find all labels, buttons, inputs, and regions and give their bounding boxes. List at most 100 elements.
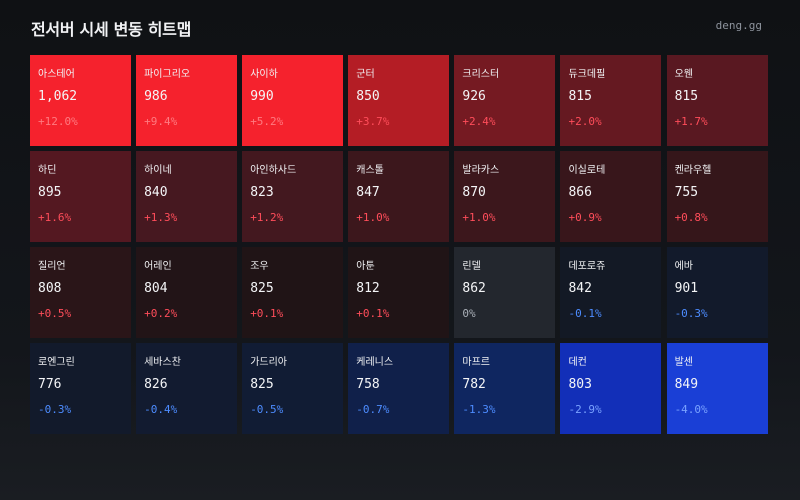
server-price: 758 (356, 377, 380, 392)
server-name: 파이그리오 (144, 69, 191, 80)
heatmap-cell[interactable]: 하이네 840 +1.3% (136, 151, 238, 242)
server-name: 린델 (462, 261, 481, 272)
price-change: -0.4% (144, 403, 178, 416)
heatmap-cell[interactable]: 아툰 812 +0.1% (348, 247, 450, 338)
server-name: 질리언 (38, 261, 66, 272)
heatmap-cell[interactable]: 로엔그린 776 -0.3% (30, 343, 131, 434)
price-change: +0.1% (356, 307, 390, 320)
heatmap-cell[interactable]: 발센 849 -4.0% (666, 343, 768, 434)
server-price: 842 (568, 281, 592, 296)
server-price: 895 (38, 185, 62, 200)
server-price: 840 (144, 185, 168, 200)
server-price: 815 (568, 89, 592, 104)
price-change: 0% (462, 307, 476, 320)
server-name: 발센 (674, 357, 693, 368)
server-price: 1,062 (38, 89, 78, 104)
server-price: 755 (674, 185, 699, 200)
heatmap-cell[interactable]: 데포로쥬 842 -0.1% (560, 247, 662, 338)
price-change: -0.7% (356, 403, 390, 416)
page-title: 전서버 시세 변동 히트맵 (31, 20, 192, 39)
heatmap-cell[interactable]: 세바스찬 826 -0.4% (136, 343, 238, 434)
server-price: 870 (462, 185, 486, 200)
price-change: +9.4% (144, 115, 178, 128)
price-change: -1.3% (462, 403, 496, 416)
heatmap-grid: 아스테어 1,062 +12.0% 파이그리오 986 +9.4% 사이하 990 +5.2% 군… (30, 55, 768, 434)
heatmap-cell[interactable]: 파이그리오 986 +9.4% (136, 55, 238, 146)
server-name: 아스테어 (38, 69, 75, 80)
server-price: 803 (568, 377, 592, 392)
heatmap-cell[interactable]: 린델 862 0% (454, 247, 556, 338)
price-change: +0.9% (568, 211, 602, 224)
server-name: 하이네 (144, 165, 172, 176)
server-name: 발라카스 (462, 165, 500, 176)
server-price: 826 (144, 377, 168, 392)
price-change: +0.2% (144, 307, 178, 320)
server-price: 866 (568, 185, 592, 200)
server-price: 986 (144, 89, 168, 104)
server-name: 켄라우헬 (674, 165, 712, 176)
heatmap-cell[interactable]: 캐스톨 847 +1.0% (348, 151, 450, 242)
heatmap-cell[interactable]: 케레니스 758 -0.7% (348, 343, 450, 434)
price-change: -4.0% (674, 403, 708, 416)
server-price: 808 (38, 281, 62, 296)
heatmap-cell[interactable]: 이실로테 866 +0.9% (560, 151, 662, 242)
heatmap-cell[interactable]: 켄라우헬 755 +0.8% (666, 151, 768, 242)
price-change: +1.0% (462, 211, 496, 224)
server-name: 어레인 (144, 261, 172, 272)
heatmap-cell[interactable]: 군터 850 +3.7% (348, 55, 450, 146)
heatmap-cell[interactable]: 발라카스 870 +1.0% (454, 151, 556, 242)
server-price: 812 (356, 281, 380, 296)
price-change: +0.5% (38, 307, 72, 320)
server-name: 조우 (250, 261, 269, 272)
price-change: +12.0% (38, 115, 78, 128)
price-change: -2.9% (568, 403, 602, 416)
heatmap-cell[interactable]: 에바 901 -0.3% (666, 247, 768, 338)
price-change: +5.2% (250, 115, 284, 128)
server-price: 849 (674, 377, 699, 392)
price-change: +1.0% (356, 211, 390, 224)
server-name: 에바 (674, 261, 693, 272)
server-price: 926 (462, 89, 486, 104)
heatmap-cell[interactable]: 크리스터 926 +2.4% (454, 55, 556, 146)
server-name: 로엔그린 (38, 357, 75, 368)
heatmap-cell[interactable]: 듀크데필 815 +2.0% (560, 55, 662, 146)
price-change: +1.2% (250, 211, 284, 224)
server-price: 782 (462, 377, 486, 392)
heatmap-cell[interactable]: 가드리아 825 -0.5% (242, 343, 344, 434)
server-name: 아인하사드 (250, 165, 297, 176)
server-name: 이실로테 (568, 165, 606, 176)
price-change: -0.5% (250, 403, 284, 416)
heatmap-cell[interactable]: 데컨 803 -2.9% (560, 343, 662, 434)
brand-label: deng.gg (715, 19, 762, 32)
price-change: -0.3% (38, 403, 72, 416)
heatmap-cell[interactable]: 하딘 895 +1.6% (30, 151, 131, 242)
price-change: -0.3% (674, 307, 708, 320)
heatmap-cell[interactable]: 질리언 808 +0.5% (30, 247, 131, 338)
server-name: 데포로쥬 (568, 261, 606, 272)
price-change: +3.7% (356, 115, 390, 128)
heatmap-cell[interactable]: 사이하 990 +5.2% (242, 55, 344, 146)
heatmap-cell[interactable]: 오웬 815 +1.7% (666, 55, 768, 146)
server-name: 오웬 (674, 69, 693, 80)
server-name: 마프르 (462, 357, 490, 368)
server-name: 듀크데필 (568, 69, 606, 80)
price-change: +1.6% (38, 211, 72, 224)
server-name: 케레니스 (356, 357, 394, 368)
server-price: 776 (38, 377, 62, 392)
server-price: 847 (356, 185, 380, 200)
heatmap-cell[interactable]: 아인하사드 823 +1.2% (242, 151, 344, 242)
server-price: 990 (250, 89, 274, 104)
server-name: 아툰 (356, 261, 375, 272)
price-change: +2.4% (462, 115, 496, 128)
server-name: 가드리아 (250, 357, 287, 368)
heatmap-cell[interactable]: 어레인 804 +0.2% (136, 247, 238, 338)
heatmap-cell[interactable]: 조우 825 +0.1% (242, 247, 344, 338)
server-price: 815 (674, 89, 699, 104)
heatmap-cell[interactable]: 마프르 782 -1.3% (454, 343, 556, 434)
heatmap-cell[interactable]: 아스테어 1,062 +12.0% (30, 55, 131, 146)
server-name: 세바스찬 (144, 357, 181, 368)
server-price: 825 (250, 377, 274, 392)
server-price: 804 (144, 281, 168, 296)
server-name: 하딘 (38, 165, 57, 176)
